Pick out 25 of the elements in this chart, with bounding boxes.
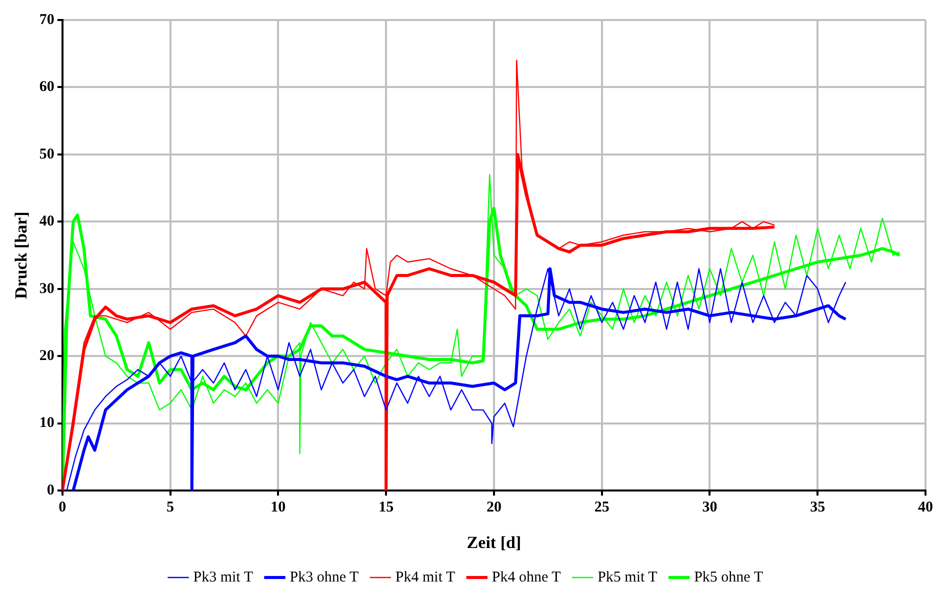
x-tick-label: 40 (918, 499, 933, 516)
x-tick-label: 0 (58, 499, 66, 516)
y-tick-label: 10 (39, 415, 54, 432)
x-tick-label: 20 (486, 499, 502, 516)
legend-label: Pk4 mit T (395, 569, 456, 586)
x-tick-label: 25 (594, 499, 610, 516)
legend-label: Pk3 mit T (193, 569, 253, 586)
legend-label: Pk3 ohne T (290, 569, 359, 586)
legend-label: Pk5 ohne T (694, 569, 763, 586)
x-axis-title: Zeit [d] (466, 533, 522, 552)
legend-label: Pk4 ohne T (492, 569, 561, 586)
y-tick-label: 30 (39, 280, 54, 297)
y-axis-title: Druck [bar] (12, 212, 31, 299)
x-tick-label: 5 (166, 499, 174, 516)
legend-label: Pk5 mit T (598, 569, 658, 586)
y-tick-label: 50 (39, 146, 54, 162)
y-tick-label: 40 (39, 214, 54, 230)
y-tick-label: 0 (46, 482, 54, 498)
x-tick-label: 35 (810, 499, 826, 516)
y-tick-label: 60 (39, 79, 54, 96)
y-tick-label: 70 (39, 12, 54, 28)
x-tick-label: 30 (702, 499, 718, 516)
x-tick-label: 10 (270, 499, 286, 516)
x-tick-label: 15 (378, 499, 394, 516)
y-tick-label: 20 (39, 348, 54, 364)
